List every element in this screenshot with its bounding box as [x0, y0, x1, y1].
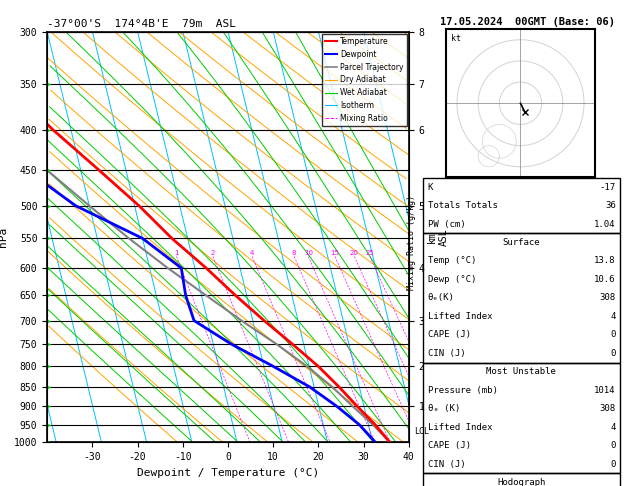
- Text: 0: 0: [610, 441, 616, 450]
- Text: PW (cm): PW (cm): [428, 220, 465, 228]
- Text: 1014: 1014: [594, 386, 616, 395]
- Text: 0: 0: [610, 330, 616, 339]
- Text: 0: 0: [610, 349, 616, 358]
- Text: Hodograph: Hodograph: [497, 478, 545, 486]
- Text: 308: 308: [599, 404, 616, 413]
- Text: 13.8: 13.8: [594, 257, 616, 265]
- Text: CIN (J): CIN (J): [428, 460, 465, 469]
- Text: Temp (°C): Temp (°C): [428, 257, 476, 265]
- Text: K: K: [428, 183, 433, 191]
- Text: kt: kt: [451, 34, 461, 43]
- Text: 4: 4: [610, 312, 616, 321]
- Text: CAPE (J): CAPE (J): [428, 330, 470, 339]
- Text: LCL: LCL: [415, 427, 430, 435]
- Text: Lifted Index: Lifted Index: [428, 312, 493, 321]
- Text: 1.04: 1.04: [594, 220, 616, 228]
- Text: Pressure (mb): Pressure (mb): [428, 386, 498, 395]
- Text: Most Unstable: Most Unstable: [486, 367, 556, 376]
- Text: 4: 4: [250, 250, 254, 257]
- Text: Lifted Index: Lifted Index: [428, 423, 493, 432]
- Text: θₑ(K): θₑ(K): [428, 294, 455, 302]
- Text: CAPE (J): CAPE (J): [428, 441, 470, 450]
- Text: Totals Totals: Totals Totals: [428, 201, 498, 210]
- Text: 8: 8: [292, 250, 296, 257]
- Text: 10: 10: [304, 250, 313, 257]
- Text: 10.6: 10.6: [594, 275, 616, 284]
- Text: 0: 0: [610, 460, 616, 469]
- Text: Mixing Ratio (g/kg): Mixing Ratio (g/kg): [408, 195, 416, 291]
- Legend: Temperature, Dewpoint, Parcel Trajectory, Dry Adiabat, Wet Adiabat, Isotherm, Mi: Temperature, Dewpoint, Parcel Trajectory…: [323, 34, 406, 126]
- Text: CIN (J): CIN (J): [428, 349, 465, 358]
- Text: θₑ (K): θₑ (K): [428, 404, 460, 413]
- Text: 15: 15: [330, 250, 340, 257]
- Text: 36: 36: [605, 201, 616, 210]
- Y-axis label: km
ASL: km ASL: [427, 228, 449, 246]
- Text: Surface: Surface: [503, 238, 540, 247]
- Text: 308: 308: [599, 294, 616, 302]
- Y-axis label: hPa: hPa: [0, 227, 8, 247]
- X-axis label: Dewpoint / Temperature (°C): Dewpoint / Temperature (°C): [137, 468, 319, 478]
- Text: 25: 25: [365, 250, 374, 257]
- Text: -17: -17: [599, 183, 616, 191]
- Text: 1: 1: [174, 250, 179, 257]
- Text: 20: 20: [350, 250, 359, 257]
- Text: Dewp (°C): Dewp (°C): [428, 275, 476, 284]
- Text: 2: 2: [211, 250, 215, 257]
- Text: 4: 4: [610, 423, 616, 432]
- Text: 17.05.2024  00GMT (Base: 06): 17.05.2024 00GMT (Base: 06): [440, 17, 615, 27]
- Text: -37°00'S  174°4B'E  79m  ASL: -37°00'S 174°4B'E 79m ASL: [47, 19, 236, 30]
